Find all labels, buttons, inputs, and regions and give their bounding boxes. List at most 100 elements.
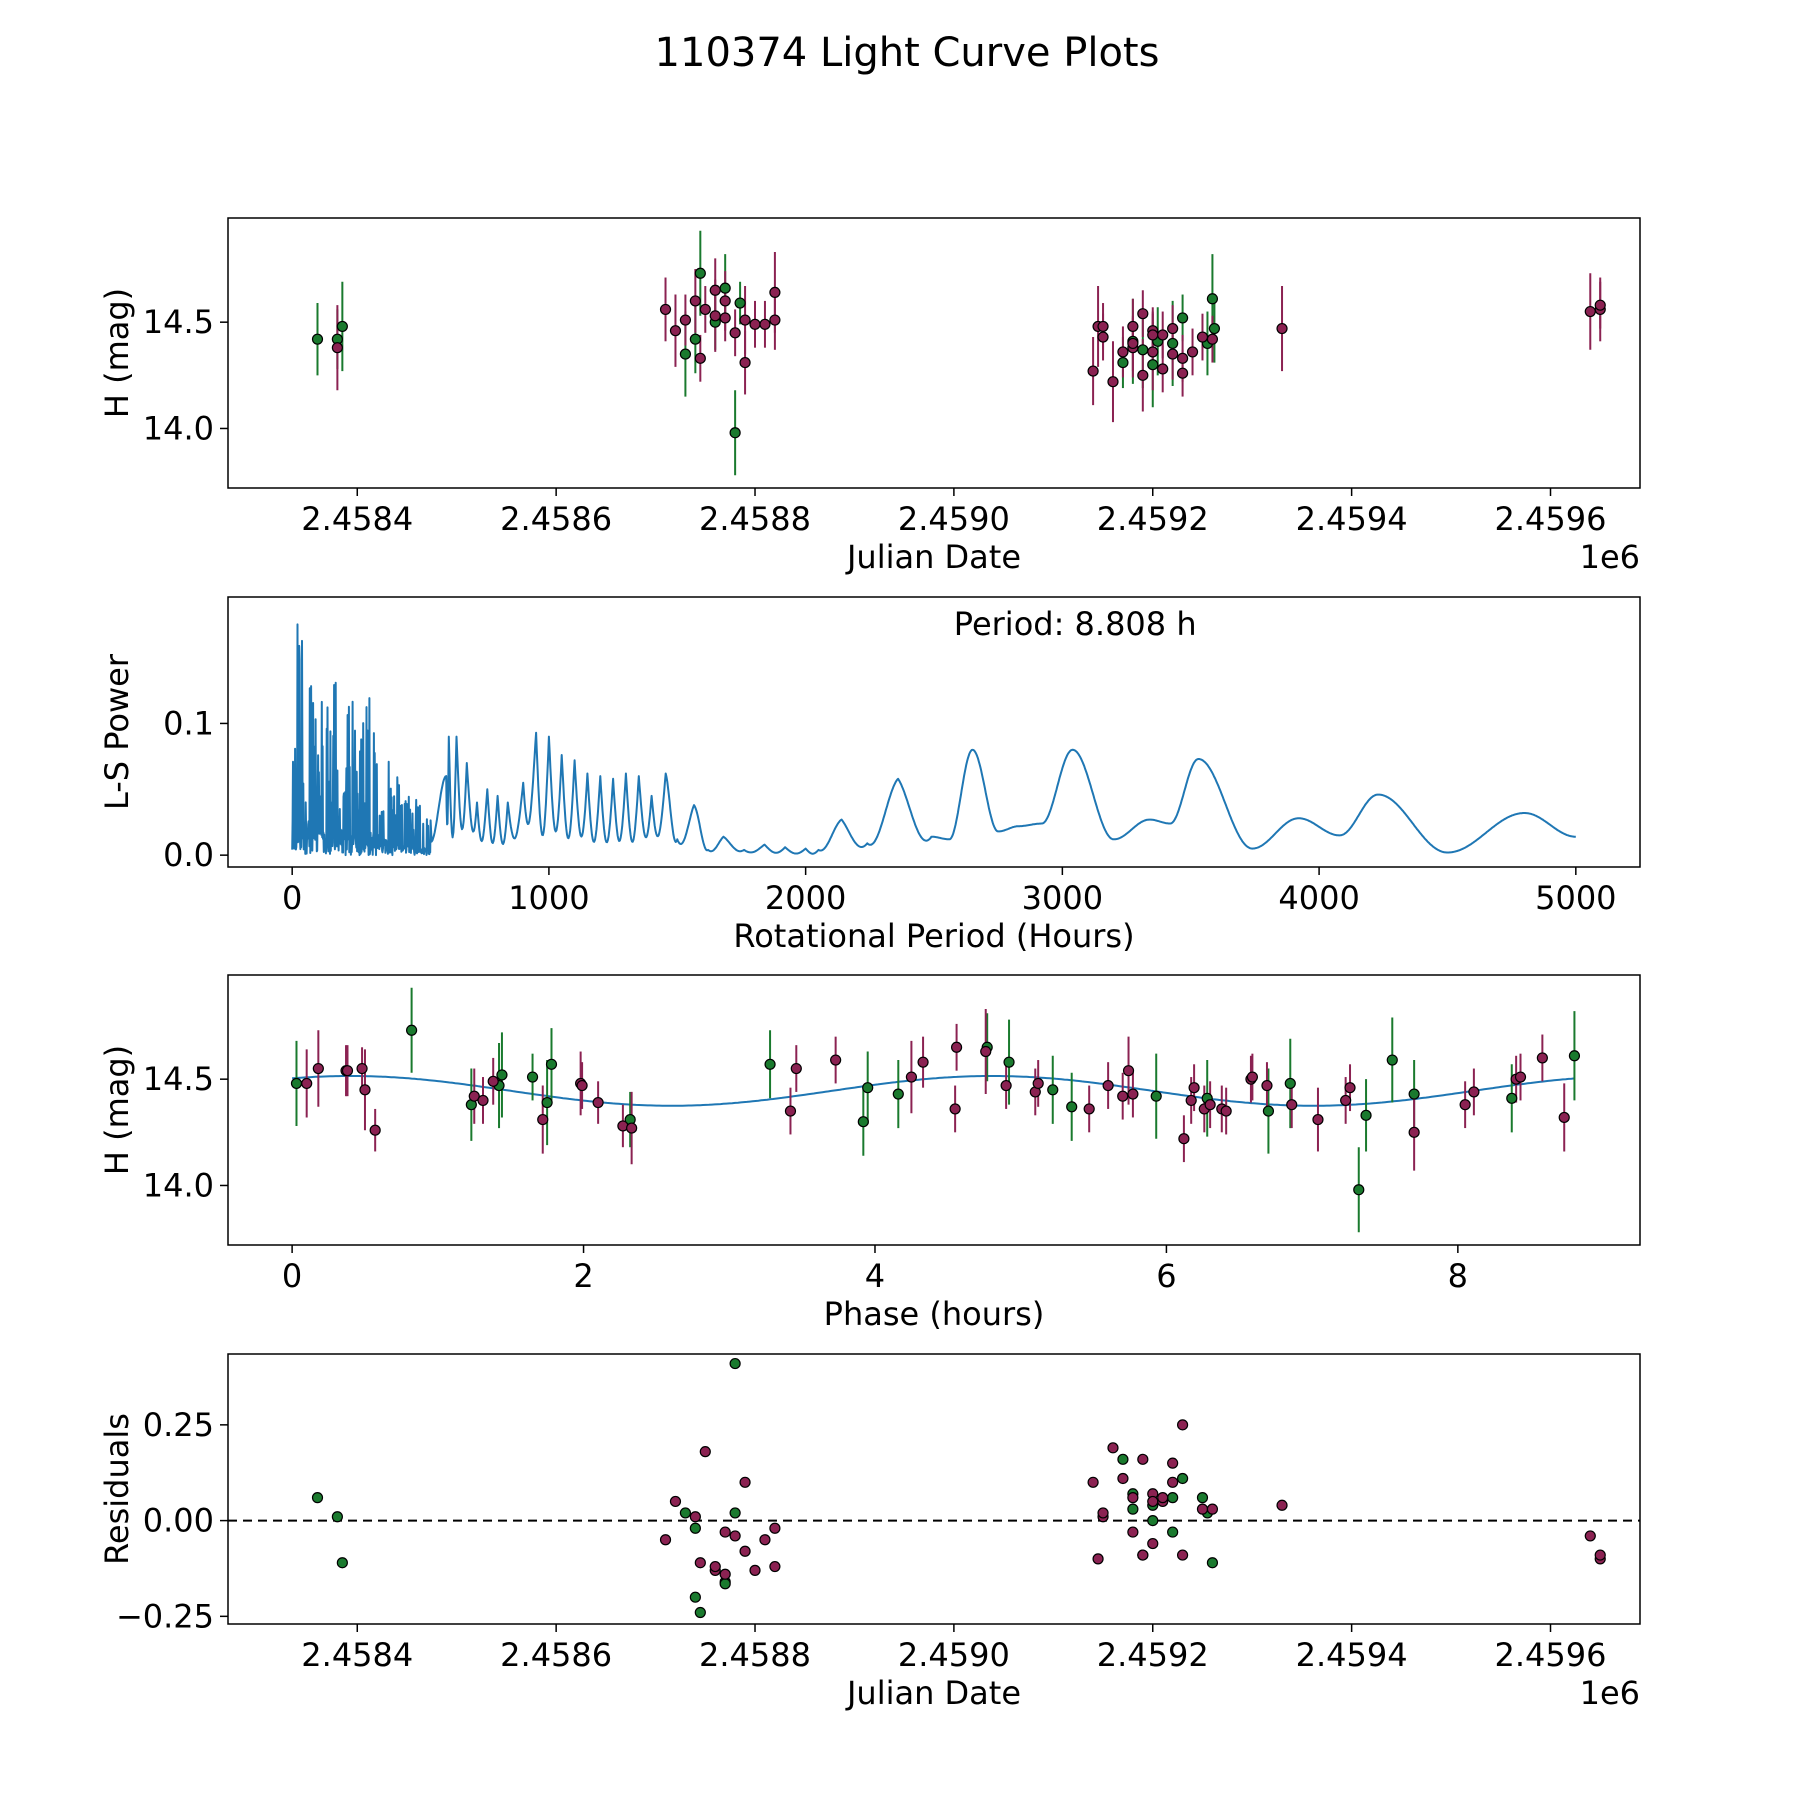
data-point-purple <box>659 303 672 316</box>
data-point-purple <box>699 1446 711 1458</box>
data-point-green <box>545 1058 558 1070</box>
data-point-green <box>1167 1526 1179 1538</box>
axes-frame <box>227 974 1641 1246</box>
x-tick-label: 4000 <box>1278 879 1359 917</box>
data-point-purple <box>477 1094 489 1107</box>
data-point-purple <box>1176 367 1189 379</box>
data-point-purple <box>1137 369 1149 381</box>
x-axis-label: Rotational Period (Hours) <box>733 917 1134 955</box>
data-point-green <box>892 1088 904 1100</box>
data-point-green <box>719 282 731 294</box>
y-axis-label: H (mag) <box>98 1045 136 1175</box>
data-point-green <box>1003 1056 1015 1068</box>
data-point-purple <box>1167 1457 1179 1469</box>
data-point-purple <box>1147 1537 1159 1550</box>
data-point-purple <box>1188 1082 1200 1094</box>
data-point-purple <box>1594 299 1606 311</box>
data-point-purple <box>1220 1105 1232 1117</box>
data-point-purple <box>980 1045 992 1058</box>
data-point-green <box>311 1492 324 1504</box>
y-axis-label: L-S Power <box>98 653 136 810</box>
data-point-green <box>336 320 348 333</box>
data-point-green <box>1386 1054 1398 1066</box>
data-point-green <box>1047 1084 1059 1096</box>
data-point-purple <box>1157 329 1169 341</box>
data-point-purple <box>1312 1113 1324 1126</box>
y-tick-label: 14.5 <box>143 1060 214 1098</box>
data-point-purple <box>739 1476 751 1488</box>
data-point-purple <box>694 352 706 364</box>
x-tick-label: 2.4592 <box>1097 500 1209 538</box>
data-point-purple <box>1206 333 1219 345</box>
data-points <box>311 1357 1606 1619</box>
y-tick-label: −0.25 <box>116 1597 214 1635</box>
y-tick-label: 0.0 <box>163 836 214 874</box>
data-point-purple <box>576 1079 588 1092</box>
data-point-purple <box>729 327 741 339</box>
data-points <box>290 987 1581 1233</box>
data-point-purple <box>1102 1079 1114 1092</box>
data-point-purple <box>659 1534 672 1546</box>
panel-light-curve: 2.4584 2.4586 2.4588 2.4590 2.4592 2.4594 2.45… <box>98 217 1641 576</box>
data-point-purple <box>905 1071 918 1083</box>
data-point-purple <box>1083 1103 1095 1115</box>
x-axis-label: Julian Date <box>845 538 1021 576</box>
data-point-green <box>1176 312 1189 324</box>
data-point-green <box>1196 1492 1209 1504</box>
data-point-green <box>1208 322 1221 335</box>
data-point-green <box>689 1522 701 1534</box>
data-point-purple <box>669 325 682 337</box>
data-point-purple <box>1276 322 1288 335</box>
data-point-green <box>1137 344 1149 356</box>
data-point-green <box>1150 1090 1162 1102</box>
data-point-purple <box>1176 1549 1189 1561</box>
data-point-purple <box>1340 1094 1352 1107</box>
data-point-purple <box>1137 1453 1149 1465</box>
data-point-purple <box>719 295 731 307</box>
data-point-purple <box>369 1124 381 1136</box>
data-point-purple <box>301 1077 313 1090</box>
y-tick-label: 14.0 <box>143 1166 214 1204</box>
data-point-green <box>290 1077 303 1090</box>
data-point-purple <box>468 1090 480 1102</box>
data-point-green <box>1167 1492 1179 1504</box>
plot-panels: 2.4584 2.4586 2.4588 2.4590 2.4592 2.4594 2.45… <box>98 217 1641 1712</box>
y-tick-label: 14.5 <box>143 303 214 341</box>
x-tick-label: 2.4584 <box>301 500 413 538</box>
data-points <box>311 230 1606 476</box>
data-point-green <box>1360 1109 1372 1121</box>
periodogram-series <box>291 623 1577 857</box>
data-point-purple <box>1176 352 1189 364</box>
x-tick-label: 1000 <box>508 879 589 917</box>
data-point-purple <box>1584 305 1596 318</box>
data-point-purple <box>950 1041 963 1053</box>
data-point-purple <box>1092 1553 1104 1565</box>
data-point-purple <box>689 1511 701 1523</box>
data-point-purple <box>689 295 701 307</box>
data-point-purple <box>1167 322 1179 335</box>
figure-title: 110374 Light Curve Plots <box>655 30 1160 76</box>
data-point-purple <box>626 1122 638 1134</box>
data-point-green <box>719 1578 731 1590</box>
data-point-purple <box>1127 1526 1139 1538</box>
x-tick-label: 2.4594 <box>1296 500 1408 538</box>
data-point-green <box>729 427 741 439</box>
y-tick-label: 0.1 <box>163 704 214 742</box>
data-point-purple <box>1097 331 1109 343</box>
data-point-purple <box>917 1056 929 1068</box>
data-point-purple <box>739 356 751 369</box>
data-point-green <box>1176 1472 1189 1485</box>
x-offset-label: 1e6 <box>1580 1674 1640 1712</box>
x-tick-label: 2.4584 <box>301 1636 413 1674</box>
data-point-purple <box>1246 1071 1258 1083</box>
data-point-purple <box>1584 1530 1596 1542</box>
y-axis-label: H (mag) <box>98 288 136 418</box>
data-point-green <box>1167 337 1179 350</box>
data-point-purple <box>1185 1094 1197 1107</box>
data-point-purple <box>739 314 751 326</box>
data-point-purple <box>1468 1086 1480 1098</box>
data-point-green <box>1127 1503 1139 1515</box>
periodogram-line <box>291 623 1577 857</box>
panel-phased: 0 2 4 6 8 14.0 14.5 Phase (hours) H (mag) <box>98 974 1641 1333</box>
data-point-green <box>734 297 746 309</box>
